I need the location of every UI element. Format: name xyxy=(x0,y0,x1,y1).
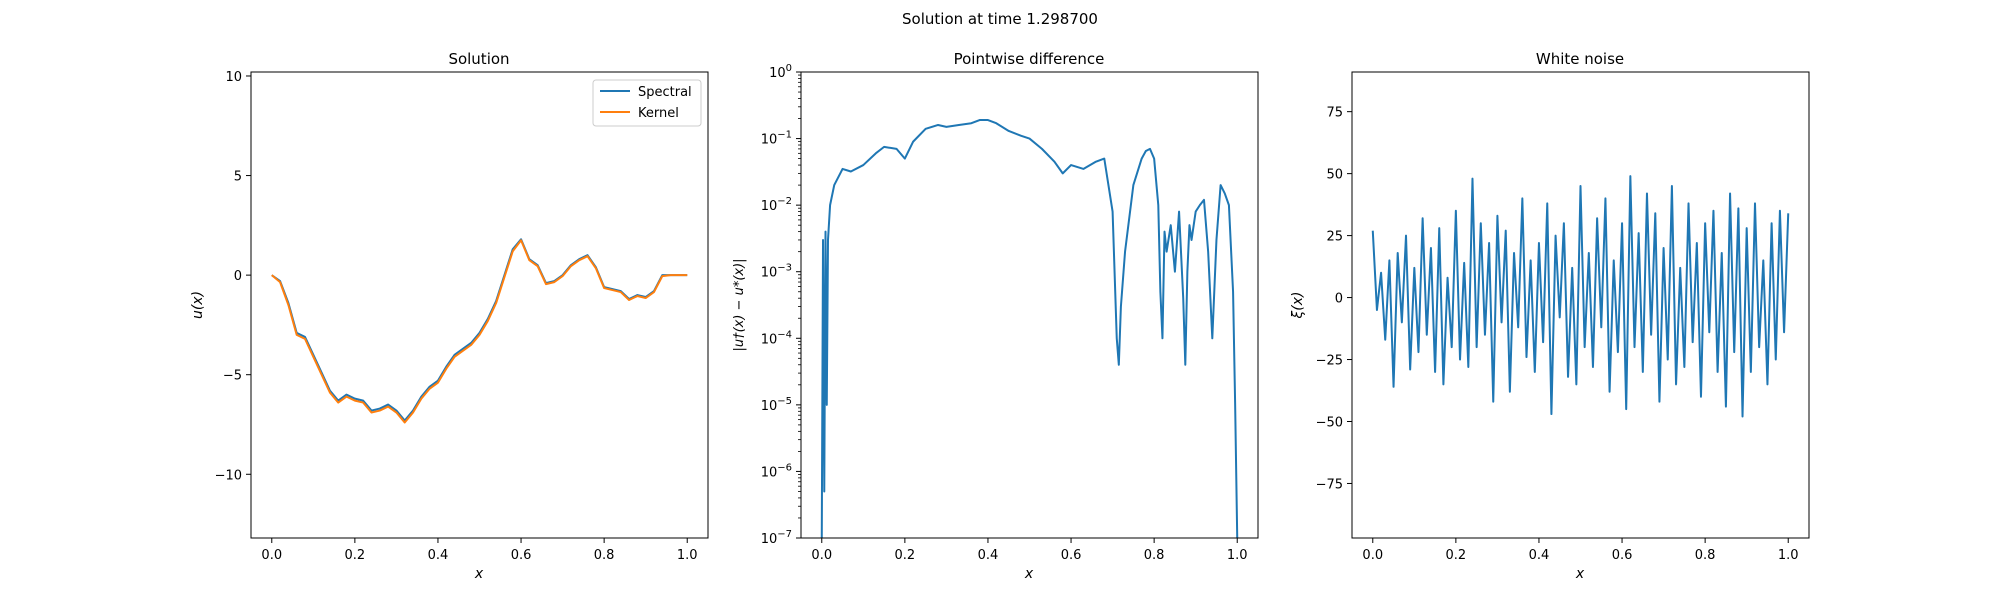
y-tick-label: 10 xyxy=(225,70,242,85)
y-tick-label: 10−2 xyxy=(761,196,792,214)
y-tick-label: 75 xyxy=(1326,106,1343,121)
x-tick-label: 1.0 xyxy=(1778,548,1799,563)
y-tick-label: 50 xyxy=(1326,168,1343,183)
panel-difference-x-ticks: 0.0 0.2 0.4 0.6 0.8 1.0 xyxy=(811,538,1248,563)
x-tick-label: 0.2 xyxy=(895,548,916,563)
x-tick-label: 0.6 xyxy=(511,548,532,563)
series-line-spectral xyxy=(271,238,688,422)
y-tick-label: −25 xyxy=(1316,354,1343,369)
panel-solution-x-ticks: 0.0 0.2 0.4 0.6 0.8 1.0 xyxy=(261,538,698,563)
x-tick-label: 0.0 xyxy=(261,548,282,563)
x-tick-label: 0.4 xyxy=(978,548,999,563)
y-tick-label: 10−3 xyxy=(761,263,792,281)
panel-difference: Pointwise difference 0.0 0.2 0.4 0.6 0.8 1.0 … xyxy=(732,50,1259,582)
panel-solution-ylabel: u(x) xyxy=(190,291,206,319)
y-tick-label: 10−5 xyxy=(761,396,792,414)
panel-solution-y-ticks: −10 −5 0 5 10 xyxy=(215,70,251,483)
panel-noise-frame xyxy=(1351,71,1810,539)
x-tick-label: 0.2 xyxy=(345,548,366,563)
legend-label-spectral: Spectral xyxy=(638,85,692,100)
y-tick-label: 0 xyxy=(1335,292,1343,307)
y-tick-label: 25 xyxy=(1326,230,1343,245)
y-tick-label: 10−4 xyxy=(761,329,792,347)
x-tick-label: 0.8 xyxy=(1144,548,1165,563)
y-tick-label: −5 xyxy=(223,369,242,384)
x-tick-label: 0.8 xyxy=(1695,548,1716,563)
y-tick-label: 10−7 xyxy=(761,529,792,547)
x-tick-label: 1.0 xyxy=(1227,548,1248,563)
panel-noise-x-ticks: 0.0 0.2 0.4 0.6 0.8 1.0 xyxy=(1362,538,1799,563)
x-tick-label: 0.0 xyxy=(811,548,832,563)
x-tick-label: 0.6 xyxy=(1612,548,1633,563)
figure-suptitle: Solution at time 1.298700 xyxy=(902,10,1098,28)
x-tick-label: 0.6 xyxy=(1061,548,1082,563)
y-tick-label: −75 xyxy=(1316,477,1343,492)
y-tick-label: 100 xyxy=(769,63,792,81)
panel-difference-title: Pointwise difference xyxy=(954,50,1105,68)
panel-noise-ylabel: ξ(x) xyxy=(1290,291,1306,319)
panel-solution-legend: Spectral Kernel xyxy=(592,79,702,127)
x-tick-label: 0.8 xyxy=(594,548,615,563)
series-line-kernel xyxy=(271,239,688,424)
panel-solution-plot-area xyxy=(271,238,688,424)
x-tick-label: 0.4 xyxy=(428,548,449,563)
x-tick-label: 0.2 xyxy=(1446,548,1467,563)
panel-difference-plot-area xyxy=(820,119,1239,539)
y-tick-label: 10−1 xyxy=(761,130,792,148)
y-tick-label: −50 xyxy=(1316,416,1343,431)
y-tick-label: 10−6 xyxy=(761,462,792,480)
y-tick-label: 5 xyxy=(234,170,242,185)
series-line-series-0 xyxy=(820,119,1239,539)
y-tick-label: −10 xyxy=(215,468,242,483)
panel-noise-title: White noise xyxy=(1536,50,1624,68)
x-tick-label: 0.4 xyxy=(1529,548,1550,563)
panel-solution-frame xyxy=(250,71,709,539)
panel-noise-y-ticks: −75 −50 −25 0 25 50 75 xyxy=(1316,106,1352,492)
panel-noise-xlabel: x xyxy=(1575,566,1585,582)
panel-noise: White noise 0.0 0.2 0.4 0.6 0.8 1.0 −75 −50 −25… xyxy=(1290,50,1810,582)
panel-solution-title: Solution xyxy=(448,50,509,68)
panel-noise-plot-area xyxy=(1371,175,1790,418)
panel-solution-xlabel: x xyxy=(474,566,484,582)
panel-difference-ylabel: |u†(x) − u*(x)| xyxy=(732,258,747,351)
panel-difference-xlabel: x xyxy=(1024,566,1034,582)
y-tick-label: 0 xyxy=(234,269,242,284)
series-line-series-0 xyxy=(1371,175,1790,418)
x-tick-label: 0.0 xyxy=(1362,548,1383,563)
panel-difference-y-ticks: 10−7 10−6 10−5 10−4 10−3 10−2 10−1 100 xyxy=(761,63,801,547)
legend-label-kernel: Kernel xyxy=(638,106,679,121)
panel-difference-frame xyxy=(800,71,1259,539)
x-tick-label: 1.0 xyxy=(677,548,698,563)
